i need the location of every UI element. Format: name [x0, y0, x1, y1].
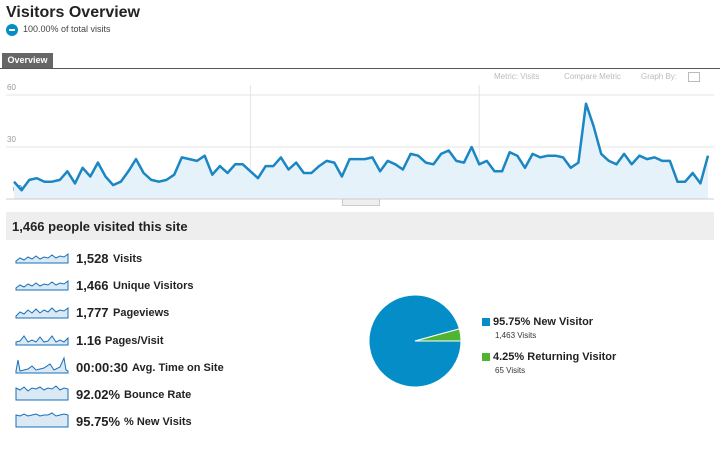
graph-by-icon[interactable] — [688, 72, 700, 82]
sparkline — [15, 335, 69, 346]
metric-label: Pages/Visit — [105, 334, 164, 347]
legend-visits: 1,463 Visits — [495, 331, 536, 340]
metric-value: 1,466 — [76, 278, 109, 294]
sparkline — [15, 280, 69, 291]
sparklines — [15, 253, 69, 428]
segment-subtitle: 100.00% of total visits — [23, 24, 111, 34]
tab-rule — [0, 68, 720, 69]
metric-label: Unique Visitors — [113, 280, 194, 293]
sparkline — [15, 253, 69, 264]
page-title: Visitors Overview — [6, 4, 140, 21]
y-tick-label: 60 — [7, 83, 16, 92]
pie-slice — [414, 328, 462, 342]
legend-label: 4.25% Returning Visitor — [493, 351, 617, 363]
metric-value: 95.75% — [76, 414, 121, 430]
legend-value: 4.25% — [493, 351, 524, 363]
line — [13, 102, 710, 192]
compare-control[interactable]: Compare Metric — [564, 72, 621, 81]
metric-label: Bounce Rate — [124, 389, 192, 401]
legend-label: 95.75% New Visitor — [493, 316, 594, 328]
summary-text: 1,466 people visited this site — [12, 219, 188, 234]
metric-value: 00:00:30 — [76, 359, 129, 375]
metric-label: Visits — [113, 253, 143, 265]
legend-swatch — [482, 318, 490, 326]
legend-value: 95.75% — [493, 316, 531, 328]
legend-swatch — [482, 353, 490, 361]
summary-bar — [6, 212, 714, 240]
metric-label: Pageviews — [113, 307, 170, 320]
segment-icon — [6, 24, 18, 36]
metric-control[interactable]: Metric: Visits — [494, 72, 540, 81]
metric-value: 1,528 — [76, 251, 109, 266]
legend-category: New Visitor — [533, 316, 593, 328]
metric-value: 1.16 — [76, 332, 102, 348]
metric-value: 1,777 — [76, 305, 109, 321]
legend-visits: 65 Visits — [495, 366, 525, 375]
tab-overview[interactable]: Overview — [2, 53, 53, 68]
metric-label: Avg. Time on Site — [132, 361, 224, 374]
sparkline — [15, 385, 69, 401]
sparkline — [15, 412, 69, 428]
sparkline — [15, 307, 69, 319]
sparkline — [15, 356, 69, 374]
y-tick-label: 30 — [7, 135, 16, 144]
legend-category: Returning Visitor — [527, 351, 617, 363]
metric-label: % New Visits — [124, 416, 192, 429]
metric-value: 92.02% — [76, 387, 121, 402]
graph-by-control[interactable]: Graph By: — [641, 72, 678, 81]
area — [14, 103, 708, 199]
